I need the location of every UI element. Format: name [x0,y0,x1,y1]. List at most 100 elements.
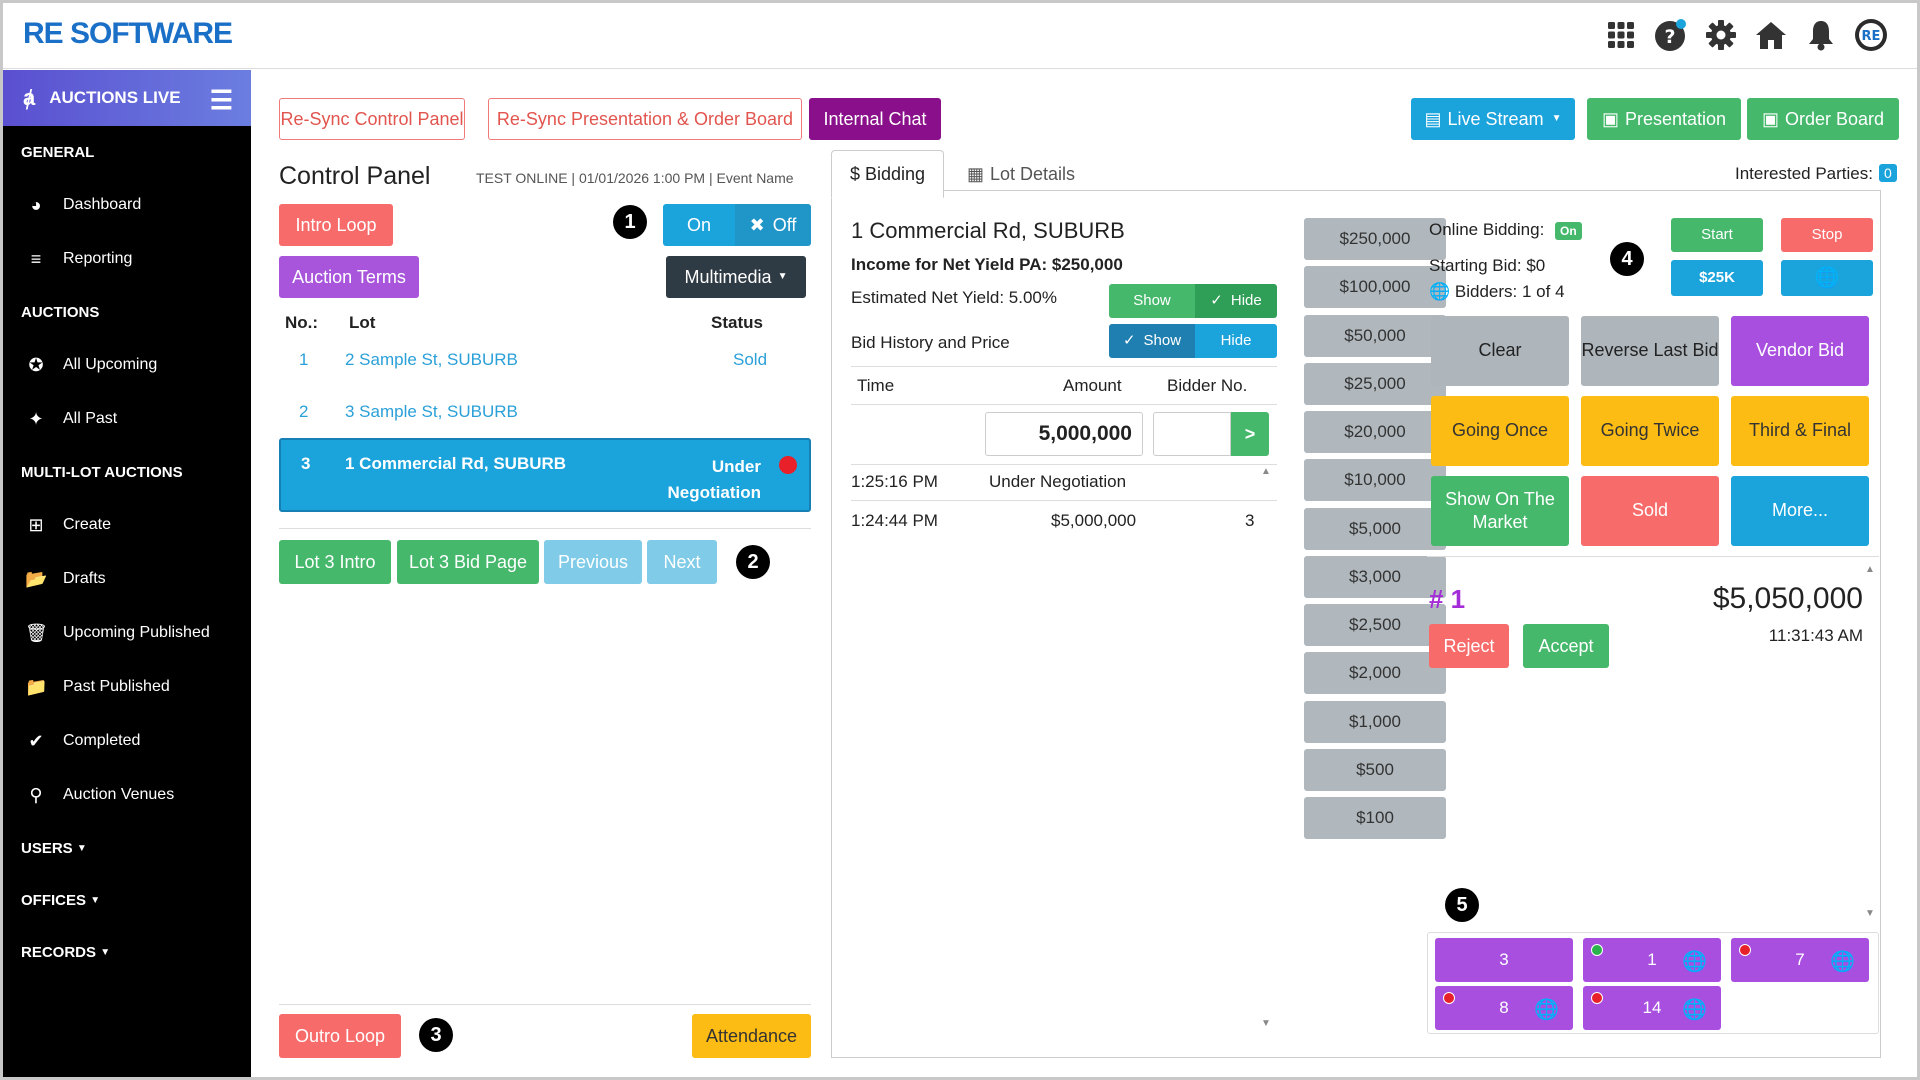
bidder-tile[interactable]: 3 [1435,938,1573,982]
sidebar-item-reporting[interactable]: ≡ Reporting [3,232,251,286]
sidebar-item-past-published[interactable]: 📁 Past Published [3,660,251,714]
attendance-button[interactable]: Attendance [692,1014,811,1058]
step-marker-1: 1 [613,205,647,239]
increment-button[interactable]: $3,000 [1304,556,1446,598]
sidebar-section-records[interactable]: RECORDS ▼ [21,943,111,961]
increment-button[interactable]: $2,500 [1304,604,1446,646]
outro-loop-button[interactable]: Outro Loop [279,1014,401,1058]
home-icon[interactable] [1753,17,1789,53]
reporting-list-icon: ≡ [30,248,42,269]
increment-button[interactable]: $250,000 [1304,218,1446,260]
divider [1427,556,1879,557]
multimedia-dropdown[interactable]: Multimedia ▼ [666,256,806,298]
bidder-tile[interactable]: 14 🌐 [1583,986,1721,1030]
sidebar-section-auctions: AUCTIONS [21,303,100,321]
next-button[interactable]: Next [647,540,717,584]
toggle-on-button[interactable]: On [663,204,735,246]
increment-button[interactable]: $2,000 [1304,652,1446,694]
tab-lot-details[interactable]: ▦ Lot Details [967,163,1076,184]
resync-control-panel-button[interactable]: Re-Sync Control Panel [279,98,465,140]
clear-button[interactable]: Clear [1431,316,1569,386]
sidebar-item-completed[interactable]: ✔ Completed [3,714,251,768]
increment-button[interactable]: $1,000 [1304,701,1446,743]
bidder-tile[interactable]: 7 🌐 [1731,938,1869,982]
yield-show-toggle[interactable]: Show [1109,284,1195,318]
yield-hide-toggle[interactable]: ✓ Hide [1195,284,1277,318]
increment-button[interactable]: $500 [1304,749,1446,791]
sidebar-item-drafts[interactable]: 📂 Drafts [3,552,251,606]
resync-presentation-button[interactable]: Re-Sync Presentation & Order Board [488,98,802,140]
lot-row-selected[interactable]: 3 1 Commercial Rd, SUBURB Under Negotiat… [279,438,811,512]
history-show-toggle[interactable]: ✓ Show [1109,324,1195,358]
internal-chat-button[interactable]: Internal Chat [809,98,941,140]
sidebar-item-auction-venues[interactable]: ⚲ Auction Venues [3,768,251,822]
presentation-button[interactable]: ▣ Presentation [1587,98,1741,140]
auctions-live-icon: ⱥ [23,85,36,110]
reverse-last-bid-button[interactable]: Reverse Last Bid [1581,316,1719,386]
increment-button[interactable]: $25,000 [1304,363,1446,405]
increment-button[interactable]: $100,000 [1304,266,1446,308]
scroll-up-arrow[interactable]: ▲ [1865,564,1875,575]
sidebar-item-all-upcoming[interactable]: ✪ All Upcoming [3,338,251,392]
sidebar-section-users[interactable]: USERS ▼ [21,839,87,857]
accept-bid-button[interactable]: Accept [1523,624,1609,668]
sidebar-item-upcoming-published[interactable]: 🗑 Upcoming Published [3,606,251,660]
increment-button[interactable]: $100 [1304,797,1446,839]
settings-gear-icon[interactable] [1703,17,1739,53]
online-stop-button[interactable]: Stop [1781,218,1873,252]
live-stream-dropdown[interactable]: ▤ Live Stream ▼ [1411,98,1575,140]
bidder-tile[interactable]: 1 🌐 [1583,938,1721,982]
increment-button[interactable]: $5,000 [1304,508,1446,550]
third-and-final-button[interactable]: Third & Final [1731,396,1869,466]
lot-intro-button[interactable]: Lot 3 Intro [279,540,391,584]
submit-bid-button[interactable]: > [1231,412,1269,456]
lot-address-link[interactable]: 2 Sample St, SUBURB [345,350,518,369]
lot-address-link[interactable]: 3 Sample St, SUBURB [345,402,518,421]
tab-bidding[interactable]: $ Bidding [831,150,945,198]
apps-grid-icon[interactable] [1603,17,1639,53]
sidebar-item-label: Create [63,516,112,533]
avatar[interactable]: RE [1853,17,1889,53]
bell-icon[interactable] [1803,17,1839,53]
increment-button[interactable]: $20,000 [1304,411,1446,453]
vendor-bid-button[interactable]: Vendor Bid [1731,316,1869,386]
lot-bid-page-button[interactable]: Lot 3 Bid Page [397,540,539,584]
bidder-number-input[interactable] [1153,412,1231,456]
scroll-up-arrow[interactable]: ▲ [1261,466,1271,477]
check-icon: ✓ [1210,291,1223,309]
column-header-amount: Amount [1063,376,1122,395]
check-icon: ✓ [1122,331,1136,349]
online-globe-button[interactable]: 🌐 [1781,260,1873,296]
intro-loop-button[interactable]: Intro Loop [279,204,393,246]
sidebar-section-offices[interactable]: OFFICES ▼ [21,891,101,909]
sidebar-item-label: All Upcoming [63,356,158,373]
hamburger-menu-icon[interactable]: ☰ [209,85,233,115]
increment-button[interactable]: $50,000 [1304,315,1446,357]
order-board-button[interactable]: ▣ Order Board [1747,98,1899,140]
sold-button[interactable]: Sold [1581,476,1719,546]
going-once-button[interactable]: Going Once [1431,396,1569,466]
reject-bid-button[interactable]: Reject [1429,624,1509,668]
increment-button[interactable]: $10,000 [1304,459,1446,501]
sidebar-item-create[interactable]: ⊞ Create [3,498,251,552]
scroll-down-arrow[interactable]: ▼ [1865,908,1875,919]
auction-terms-button[interactable]: Auction Terms [279,256,419,298]
bid-amount-input[interactable] [985,412,1143,456]
help-icon[interactable]: ? [1653,17,1689,53]
interested-parties-count[interactable]: 0 [1879,164,1897,182]
sidebar-item-all-past[interactable]: ✦ All Past [3,392,251,446]
brand-logo[interactable]: RE SOFTWARE [23,17,233,50]
bid-history-label: Bid History and Price [851,333,1010,352]
scroll-down-arrow[interactable]: ▼ [1261,1018,1271,1029]
toggle-off-button[interactable]: ✖ Off [735,204,811,246]
online-start-button[interactable]: Start [1671,218,1763,252]
online-increment-button[interactable]: $25K [1671,260,1763,296]
more-button[interactable]: More... [1731,476,1869,546]
previous-button[interactable]: Previous [544,540,642,584]
sidebar-item-dashboard[interactable]: ◕ Dashboard [3,178,251,232]
bidder-tile[interactable]: 8 🌐 [1435,986,1573,1030]
going-twice-button[interactable]: Going Twice [1581,396,1719,466]
show-on-market-button[interactable]: Show On The Market [1431,476,1569,546]
history-hide-toggle[interactable]: Hide [1195,324,1277,358]
